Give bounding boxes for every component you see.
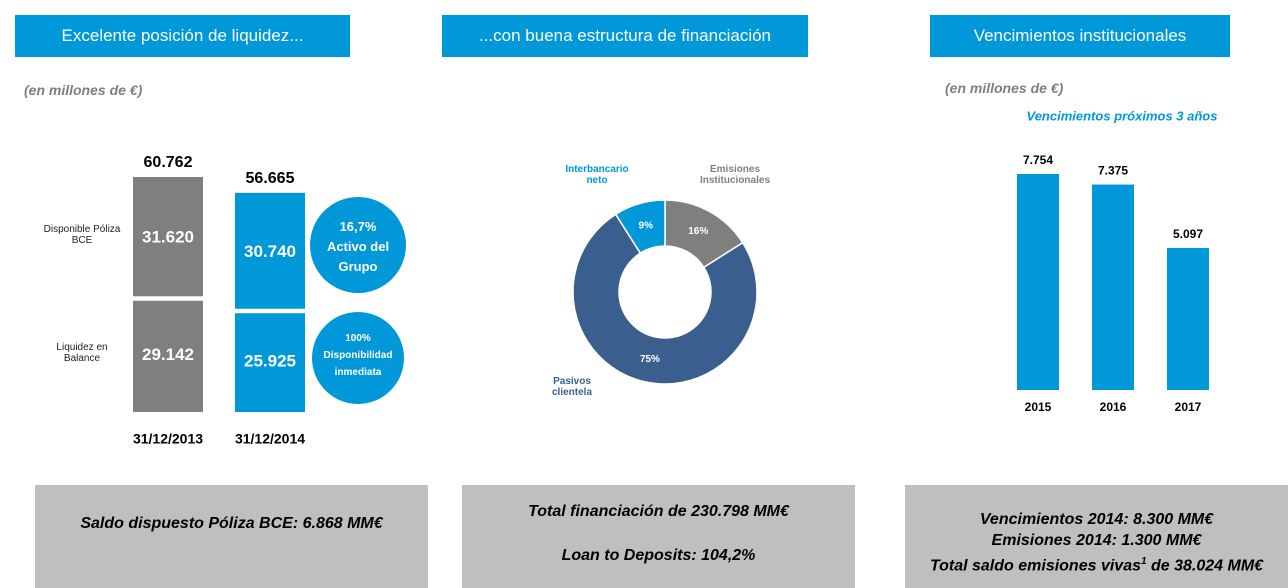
label: 2015 bbox=[1025, 400, 1052, 414]
summary-box: Total financiación de 230.798 MM€ Loan t… bbox=[462, 485, 855, 588]
category-label: Interbancario neto bbox=[565, 164, 629, 186]
bar-segment bbox=[133, 300, 203, 412]
label: 2016 bbox=[1100, 400, 1127, 414]
box-line: Emisiones 2014: 1.300 MM€ bbox=[991, 532, 1202, 549]
label: 2017 bbox=[1175, 400, 1202, 414]
box-text: de 38.024 MM€ bbox=[1146, 557, 1264, 575]
bar bbox=[1092, 184, 1134, 390]
label: 29.142 bbox=[142, 345, 194, 364]
label: 5.097 bbox=[1173, 227, 1203, 241]
header: ...con buena estructura de financiación bbox=[442, 15, 808, 57]
bar-segment bbox=[235, 192, 305, 309]
series-label: Liquidez en Balance bbox=[56, 341, 108, 364]
label: Vencimientos próximos 3 años bbox=[1027, 108, 1218, 123]
unit-note: (en millones de €) bbox=[945, 80, 1064, 96]
label: 60.762 bbox=[144, 154, 193, 171]
callout-line: Disponibilidad inmediata bbox=[323, 350, 393, 378]
box-text: Total saldo emisiones vivas bbox=[929, 557, 1141, 575]
callout-text: 100% Disponibilidad inmediata bbox=[316, 330, 400, 381]
bar-segment bbox=[235, 313, 305, 412]
label: 31/12/2014 bbox=[235, 431, 305, 447]
label: 9% bbox=[639, 220, 654, 231]
bar-segment bbox=[133, 177, 203, 297]
callout-circle bbox=[312, 312, 404, 404]
callout-line: 16,7% bbox=[339, 219, 377, 234]
label: 75% bbox=[640, 354, 660, 365]
label: 7.375 bbox=[1098, 164, 1128, 178]
label: 16% bbox=[688, 226, 708, 237]
series-label: Disponible Póliza BCE bbox=[43, 224, 121, 247]
category-label: Pasivos clientela bbox=[551, 376, 593, 398]
header: Vencimientos institucionales bbox=[930, 15, 1230, 57]
box-line: Vencimientos 2014: 8.300 MM€ bbox=[979, 511, 1214, 528]
header: Excelente posición de liquidez... bbox=[15, 15, 350, 57]
box-line: Total financiación de 230.798 MM€ bbox=[528, 503, 789, 520]
summary-box: Saldo dispuesto Póliza BCE: 6.868 MM€ bbox=[35, 485, 428, 588]
label: 31.620 bbox=[142, 228, 194, 247]
label: 31/12/2013 bbox=[133, 431, 203, 447]
callout-line: Activo del Grupo bbox=[326, 239, 390, 274]
label: 30.740 bbox=[244, 242, 296, 261]
label: 56.665 bbox=[246, 170, 295, 187]
callout-line: 100% bbox=[345, 333, 371, 344]
category-label: Emisiones Institucionales bbox=[699, 164, 770, 186]
box-line: Total saldo emisiones vivas1 de 38.024 M… bbox=[905, 551, 1288, 576]
donut-slice bbox=[572, 213, 758, 385]
callout-text: 16,7% Activo del Grupo bbox=[314, 217, 402, 277]
label: 7.754 bbox=[1023, 153, 1053, 167]
donut-slice bbox=[614, 199, 666, 255]
label: 25.925 bbox=[244, 351, 296, 370]
unit-note: (en millones de €) bbox=[24, 82, 143, 98]
bar bbox=[1167, 248, 1209, 390]
footnote-mark: 1 bbox=[1140, 556, 1147, 567]
summary-box: Vencimientos 2014: 8.300 MM€ Emisiones 2… bbox=[905, 485, 1288, 588]
callout-circle bbox=[310, 197, 406, 293]
box-line: Saldo dispuesto Póliza BCE: 6.868 MM€ bbox=[80, 515, 383, 532]
box-line: Loan to Deposits: 104,2% bbox=[561, 547, 756, 564]
bar bbox=[1017, 174, 1059, 390]
